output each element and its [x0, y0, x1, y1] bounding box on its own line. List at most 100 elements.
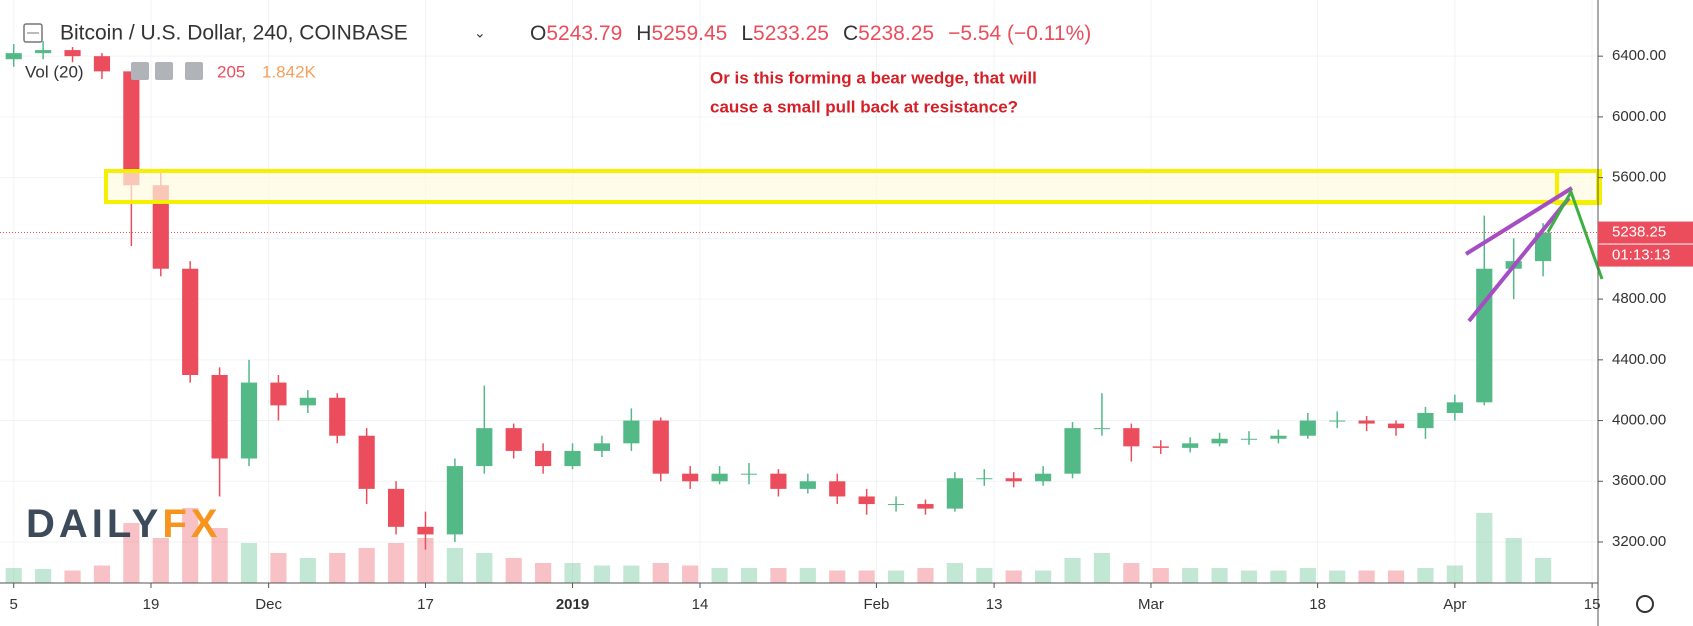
- volume-bar: [1358, 570, 1375, 583]
- candle-body: [387, 488, 405, 527]
- remove-button[interactable]: [185, 62, 203, 80]
- volume-bar: [1064, 558, 1081, 583]
- candle-body: [976, 478, 993, 480]
- x-tick-label: Apr: [1443, 596, 1466, 613]
- volume-bar: [1211, 568, 1228, 583]
- ohlc-label: H: [636, 22, 651, 45]
- y-tick-label: 6400.00: [1612, 47, 1666, 64]
- candle-body: [829, 481, 846, 497]
- volume-bar: [270, 553, 287, 583]
- candle-body: [1270, 435, 1287, 439]
- symbol-title[interactable]: Bitcoin / U.S. Dollar, 240, COINBASE: [60, 22, 408, 45]
- candle-body: [123, 71, 140, 186]
- eye-button[interactable]: [131, 62, 149, 80]
- volume-bar: [387, 543, 405, 583]
- candle-body: [505, 428, 522, 451]
- volume-bar: [740, 568, 758, 583]
- candle-body: [1123, 428, 1140, 447]
- volume-title: Vol (20): [25, 62, 84, 81]
- settings-button[interactable]: [155, 62, 173, 80]
- volume-bar: [799, 568, 816, 583]
- candle-body: [770, 473, 787, 489]
- volume-bar: [1005, 570, 1022, 583]
- timer-label: 01:13:13: [1612, 247, 1670, 264]
- x-tick-label: 15: [1584, 596, 1601, 613]
- volume-bar: [1505, 538, 1522, 583]
- symbol-menu[interactable]: ⌄: [474, 25, 486, 41]
- volume-bar: [211, 528, 228, 583]
- candle-body: [270, 382, 287, 406]
- x-tick-label: 13: [986, 596, 1003, 613]
- volume-bar: [35, 569, 52, 583]
- volume-bar: [417, 538, 434, 583]
- y-tick-label: 6000.00: [1612, 108, 1666, 125]
- ohlc-label: L: [741, 22, 753, 45]
- candle-body: [211, 375, 228, 459]
- y-tick-label: 5600.00: [1612, 169, 1666, 186]
- volume-bar: [182, 508, 199, 583]
- volume-bar: [829, 570, 846, 583]
- resistance-zone: [104, 169, 1600, 204]
- candle-body: [64, 50, 81, 57]
- candle-body: [623, 420, 640, 444]
- watermark: DAILYFX: [26, 502, 221, 546]
- ohlc: O5243.79 H5259.45 L5233.25 C5238.25 −5.54 (−…: [530, 22, 1091, 45]
- volume-bar: [1446, 565, 1463, 583]
- x-tick-label: Mar: [1138, 596, 1164, 613]
- candle-body: [1446, 402, 1463, 413]
- candle-body: [417, 526, 434, 535]
- volume-bar: [358, 548, 375, 583]
- volume-bar: [682, 565, 699, 583]
- volume-bar: [976, 568, 993, 583]
- x-tick-label: 19: [143, 596, 160, 613]
- candle-body: [535, 450, 552, 467]
- candle-body: [593, 443, 611, 451]
- volume-bar: [1535, 558, 1552, 583]
- volume-bar: [476, 553, 493, 583]
- projection-arrow: [1546, 188, 1604, 280]
- watermark-part: FX: [162, 502, 221, 546]
- candle-body: [1005, 478, 1022, 482]
- candle-body: [1035, 473, 1052, 482]
- volume-bar: [623, 565, 640, 583]
- x-tick-label: 17: [417, 596, 434, 613]
- candle-body: [35, 50, 52, 54]
- candle-body: [1387, 423, 1405, 429]
- volume-bar: [1417, 568, 1434, 583]
- volume-bar: [1270, 570, 1287, 583]
- volume-bar: [535, 563, 552, 583]
- x-tick-label: 5: [10, 596, 18, 613]
- candle-body: [476, 428, 493, 467]
- volume-bar: [917, 568, 934, 583]
- volume-pane: [5, 508, 1552, 583]
- candle-body: [1211, 438, 1228, 444]
- volume-bar: [1182, 568, 1199, 583]
- annotation: cause a small pull back at resistance?: [710, 97, 1018, 116]
- volume-bar: [711, 568, 728, 583]
- volume-bar: [1123, 563, 1140, 583]
- volume-bar: [240, 543, 258, 583]
- candle-body: [1476, 268, 1493, 403]
- candle-body: [1358, 420, 1375, 424]
- volume-bar: [593, 565, 611, 583]
- candle-body: [858, 496, 875, 505]
- volume-bar: [93, 565, 111, 583]
- candle-body: [682, 473, 699, 482]
- volume-bar: [446, 548, 463, 583]
- candle-body: [152, 185, 169, 269]
- candle-body: [446, 466, 463, 535]
- candle-body: [1535, 232, 1552, 262]
- wedge-lower: [1467, 196, 1571, 323]
- ohlc-value: 5243.79: [546, 22, 622, 45]
- volume-bar: [1152, 568, 1169, 583]
- candle-body: [564, 450, 581, 467]
- volume-last: 1.842K: [262, 62, 317, 81]
- volume-bar: [1035, 570, 1052, 583]
- settings-gear[interactable]: [1636, 595, 1654, 613]
- collapse-icon[interactable]: [23, 23, 43, 43]
- candle-body: [299, 397, 316, 406]
- ohlc-value: 5238.25: [858, 22, 934, 45]
- volume-bar: [887, 570, 905, 583]
- candle-body: [1093, 428, 1111, 430]
- candle-body: [1329, 420, 1346, 422]
